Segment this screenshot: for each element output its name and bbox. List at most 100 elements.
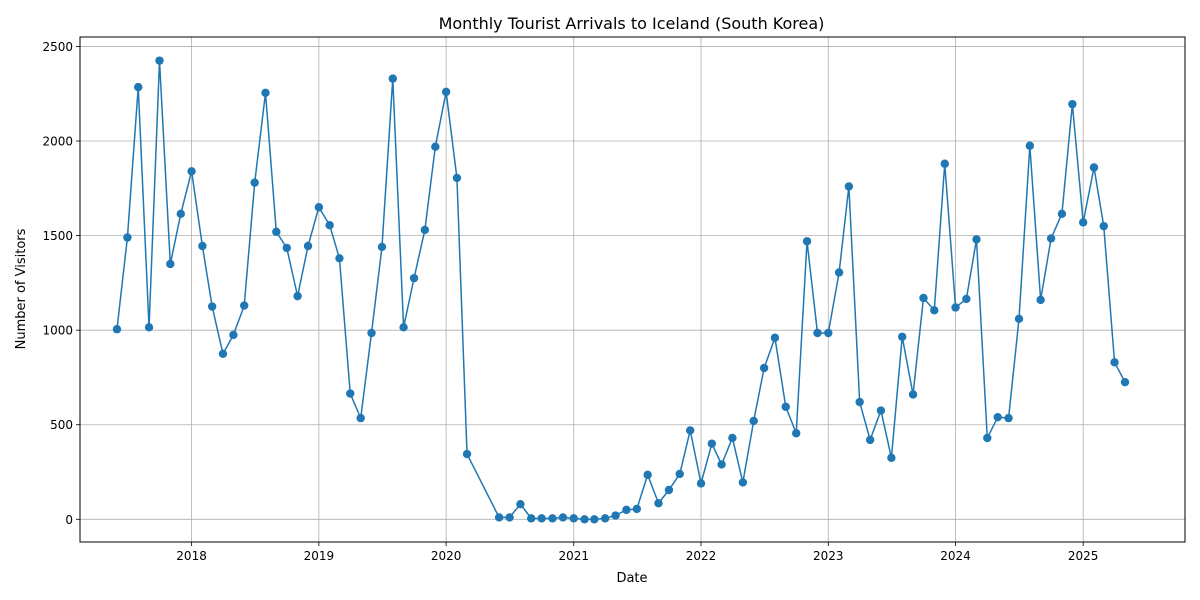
data-point [272,227,281,237]
data-point [824,328,833,338]
data-point [134,82,143,92]
data-point [462,449,472,459]
plot-frame [79,36,1186,543]
data-point [325,220,334,230]
data-point [409,273,419,283]
data-point [622,505,631,515]
data-point [865,435,875,445]
data-point [452,173,462,183]
data-point [600,514,610,523]
data-point [1057,209,1067,219]
data-point [930,306,939,315]
x-tick-label: 2025 [1068,549,1099,563]
data-point [1068,99,1077,109]
data-point [972,235,981,244]
data-point [166,259,175,269]
x-axis-label: Date [616,571,647,586]
data-point [527,514,536,523]
data-point [282,243,291,253]
data-point [855,397,864,407]
data-point [207,302,217,311]
data-point [908,390,918,399]
data-point [303,241,313,251]
data-point [834,268,844,277]
data-point [250,178,259,187]
data-point [1110,358,1119,367]
x-tick-label: 2024 [940,549,971,563]
data-point [1120,377,1130,387]
data-point [516,499,525,509]
data-point [844,182,854,191]
x-tick-label: 2021 [558,549,589,563]
data-point [802,237,812,246]
data-point [558,513,568,522]
data-point [813,328,822,338]
data-point [738,478,748,487]
data-point [728,433,737,443]
data-point [759,363,769,373]
grid [80,37,1185,542]
x-tick-label: 2023 [813,549,844,563]
data-point [420,225,430,235]
data-point [240,301,249,310]
data-point [643,470,652,480]
data-point [717,460,726,469]
x-tick-label: 2022 [686,549,717,563]
data-point [388,74,397,83]
data-point [218,349,228,359]
data-point [611,511,620,520]
data-point [494,513,504,522]
y-tick-label: 2500 [42,40,73,54]
data-point [696,479,706,488]
data-point [590,515,599,524]
data-point [887,453,896,463]
data-point [781,402,790,411]
data-point [1036,295,1045,305]
x-tick-label: 2020 [431,549,462,563]
data-point [569,514,578,523]
data-point [770,333,780,342]
data-point [505,513,514,522]
data-point [919,293,928,303]
data-point [940,159,949,168]
x-axis: 2018 2019 2020 2021 2022 2023 2024 2025 [176,542,1098,563]
data-point [144,323,154,332]
y-tick-label: 0 [65,513,73,527]
data-point [261,88,270,98]
data-point [664,485,674,495]
data-point [951,303,960,312]
data-point [112,325,122,334]
data-point [898,332,907,341]
data-point [548,514,557,523]
data-point [431,142,440,151]
data-point [377,242,387,252]
data-point [356,413,365,423]
data-point [580,515,589,524]
data-point [1099,221,1108,231]
data-point [314,203,324,212]
data-point [1004,413,1013,423]
y-tick-label: 2000 [42,135,73,149]
data-point [399,323,408,332]
data-point [993,412,1002,422]
data-point [749,416,758,426]
series-layer [112,56,1130,524]
data-point [1025,141,1035,150]
data-point [632,504,642,514]
data-point [229,330,238,340]
data-point [537,514,546,523]
data-point [293,291,302,301]
data-point [686,426,695,435]
y-tick-label: 1000 [42,324,73,338]
data-point [155,56,164,65]
y-axis: 0 500 1000 1500 2000 2500 [42,40,80,527]
data-point [876,406,886,415]
data-point [983,433,992,443]
data-point [198,241,207,251]
data-point [1046,234,1056,243]
data-point [792,429,801,438]
data-point [1014,314,1024,324]
data-point [654,499,663,508]
